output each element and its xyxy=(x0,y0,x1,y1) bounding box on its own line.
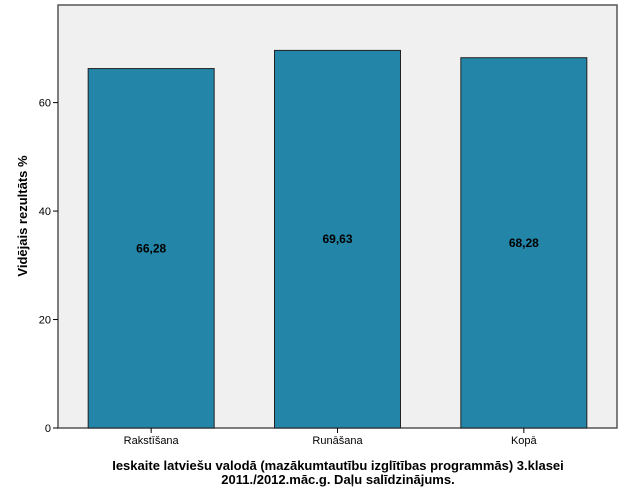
data-label: 69,63 xyxy=(322,232,352,246)
y-tick-label: 0 xyxy=(45,423,51,435)
y-tick-label: 20 xyxy=(39,315,51,327)
bar-2 xyxy=(460,57,588,429)
x-tick-label: Rakstīšana xyxy=(124,435,180,447)
data-label: 68,28 xyxy=(509,236,539,250)
y-tick-label: 60 xyxy=(39,98,51,110)
bar-0 xyxy=(87,68,215,429)
x-tick-label: Kopā xyxy=(511,435,538,447)
chart-title: Ieskaite latviešu valodā (mazākumtautību… xyxy=(112,458,564,473)
x-tick-label: Runāšana xyxy=(312,435,363,447)
y-axis-label: Vidējais rezultāts % xyxy=(15,155,30,277)
bar-1 xyxy=(274,49,401,429)
data-label: 66,28 xyxy=(136,241,166,255)
chart-subtitle: 2011./2012.māc.g. Daļu salīdzinājums. xyxy=(221,472,454,487)
y-tick-label: 40 xyxy=(39,206,51,218)
